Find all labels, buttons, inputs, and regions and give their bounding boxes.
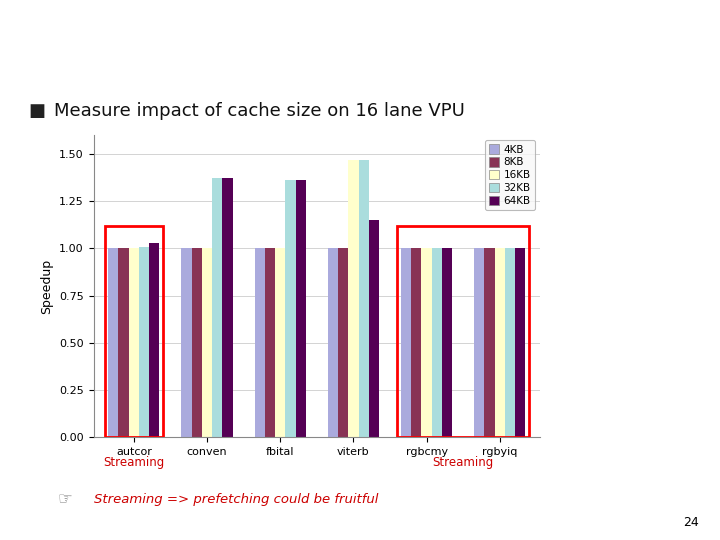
Text: ■: ■ — [29, 102, 46, 120]
Bar — [411, 248, 421, 437]
Bar — [202, 248, 212, 437]
Bar — [108, 248, 119, 437]
Text: EMBEDDED
SYSTEMS
WEEK: EMBEDDED SYSTEMS WEEK — [19, 29, 63, 49]
Bar — [421, 248, 432, 437]
Bar — [338, 248, 348, 437]
Bar — [149, 243, 159, 437]
Bar — [222, 178, 233, 437]
Bar — [432, 248, 442, 437]
Text: 24: 24 — [683, 516, 698, 529]
Bar — [397, 226, 529, 437]
Y-axis label: Speedup: Speedup — [40, 259, 53, 314]
Bar — [359, 160, 369, 437]
Bar — [401, 248, 411, 437]
Text: ☞: ☞ — [58, 490, 72, 509]
Bar — [328, 248, 338, 437]
Bar — [181, 248, 192, 437]
Bar — [515, 248, 526, 437]
Bar — [442, 248, 452, 437]
Bar — [485, 248, 495, 437]
Text: Atlanta, Georgia: Atlanta, Georgia — [257, 60, 348, 70]
Bar — [265, 248, 275, 437]
Bar — [192, 248, 202, 437]
Bar — [119, 248, 129, 437]
Bar — [285, 180, 296, 437]
Text: Embedded Systems Week  Oct. 19-24, 2008: Embedded Systems Week Oct. 19-24, 2008 — [92, 28, 369, 41]
Bar — [104, 226, 163, 437]
Bar — [505, 248, 515, 437]
Bar — [348, 160, 359, 437]
Bar — [129, 248, 139, 437]
Text: Streaming: Streaming — [433, 456, 494, 469]
Text: Streaming => prefetching could be fruitful: Streaming => prefetching could be fruitf… — [94, 493, 378, 506]
Bar — [474, 248, 485, 437]
Bar — [139, 246, 149, 437]
Bar — [369, 220, 379, 437]
Text: Streaming: Streaming — [103, 456, 164, 469]
Text: Measure impact of cache size on 16 lane VPU: Measure impact of cache size on 16 lane … — [54, 102, 465, 120]
Bar — [212, 178, 222, 437]
Bar — [296, 180, 306, 437]
Bar — [495, 248, 505, 437]
Legend: 4KB, 8KB, 16KB, 32KB, 64KB: 4KB, 8KB, 16KB, 32KB, 64KB — [485, 140, 535, 210]
Bar — [255, 248, 265, 437]
Bar — [275, 248, 285, 437]
